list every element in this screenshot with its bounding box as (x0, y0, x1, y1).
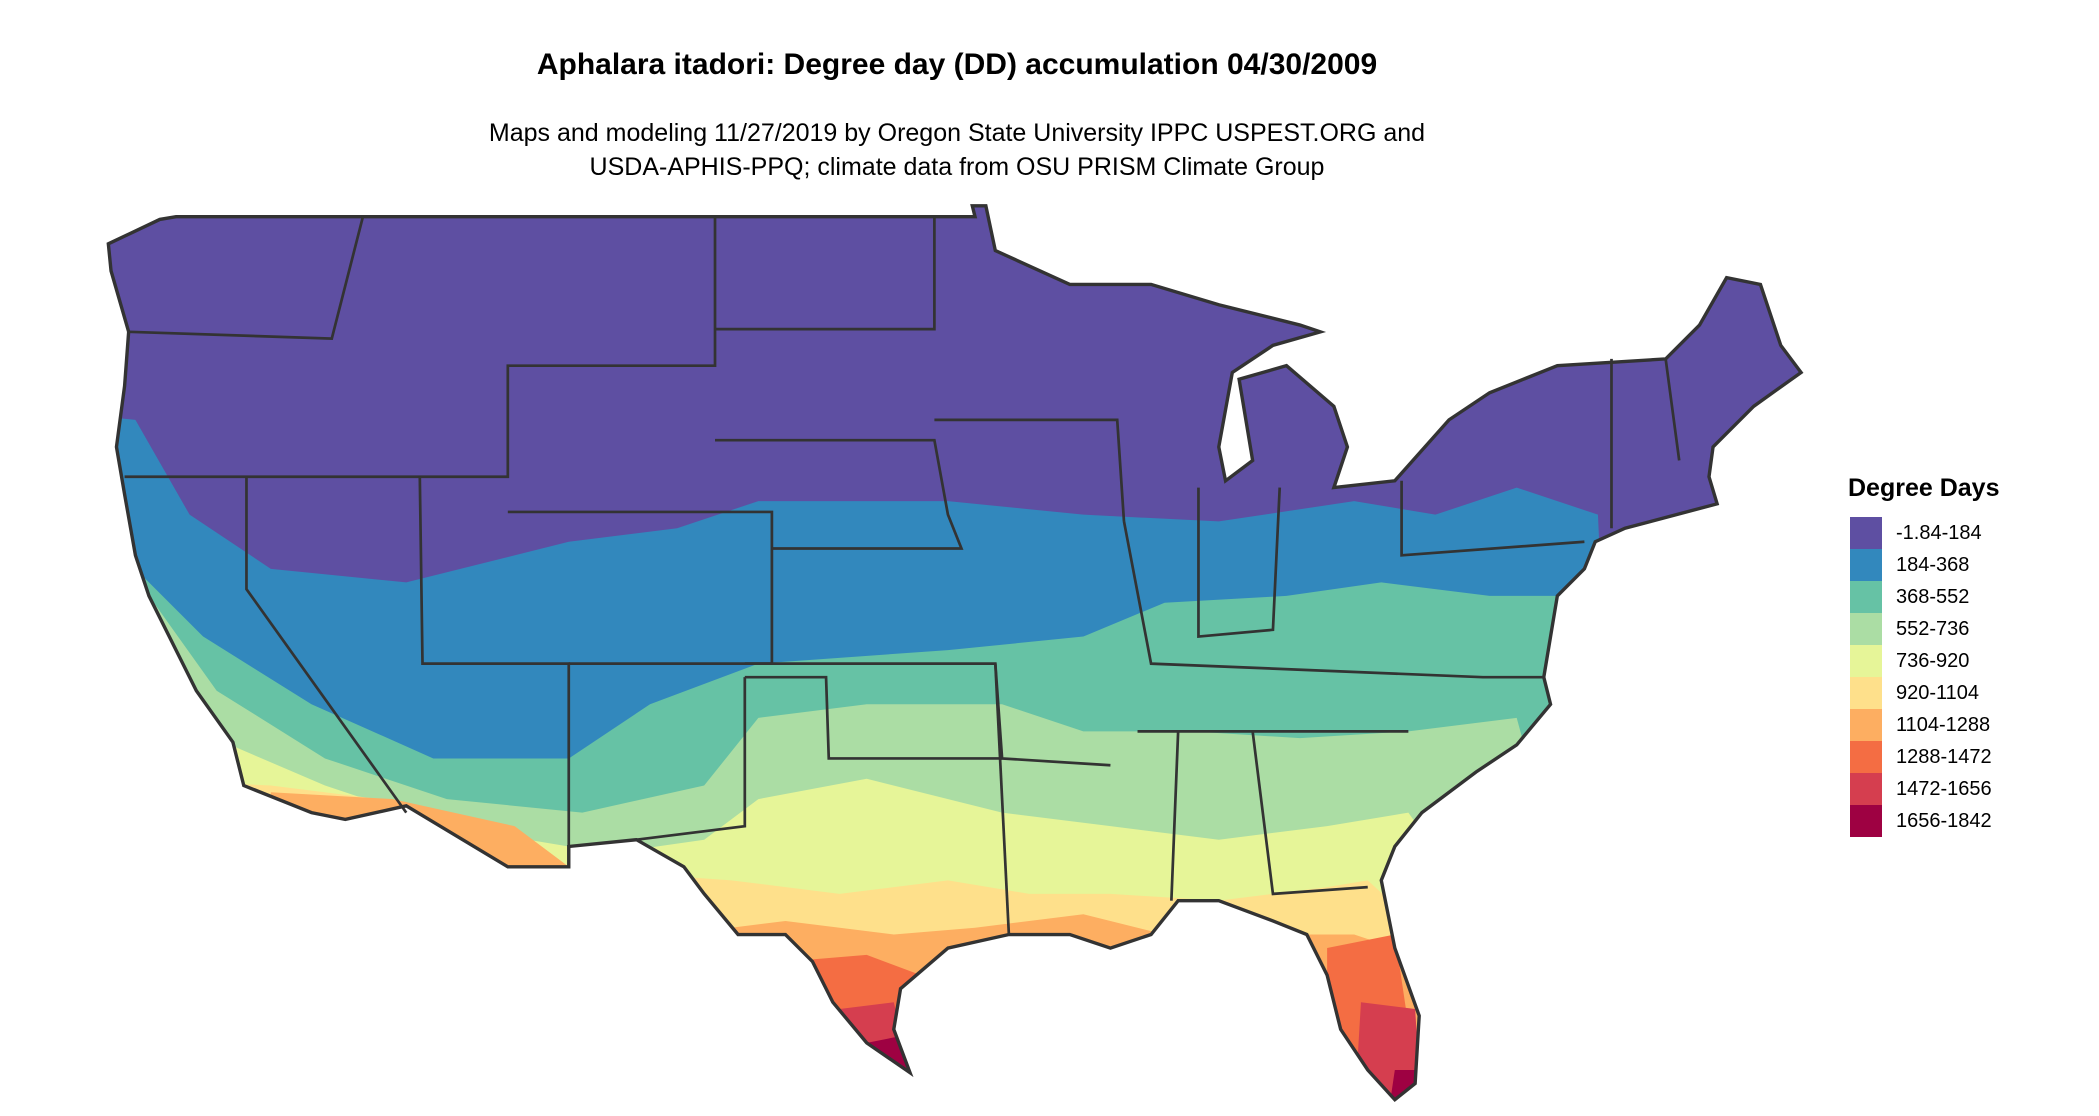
legend-label: 1288-1472 (1896, 745, 1992, 768)
legend-label: 736-920 (1896, 649, 1970, 672)
legend-swatch (1850, 773, 1882, 805)
legend-item: 184-368 (1850, 549, 1999, 581)
legend-item: 1472-1656 (1850, 773, 1999, 805)
legend-swatch (1850, 677, 1882, 709)
legend-item: 1288-1472 (1850, 741, 1999, 773)
legend-item: 736-920 (1850, 645, 1999, 677)
legend-swatch (1850, 517, 1882, 549)
legend-label: 368-552 (1896, 585, 1970, 608)
legend-swatch (1850, 741, 1882, 773)
legend-label: 1104-1288 (1896, 713, 1991, 736)
band-8 (839, 1002, 1422, 1100)
legend-title: Degree Days (1848, 474, 2000, 502)
legend-item: 552-736 (1850, 613, 1999, 645)
state-borders (124, 216, 1681, 935)
legend-swatch (1850, 613, 1882, 645)
legend-label: 1472-1656 (1896, 777, 1992, 800)
legend-item: 368-552 (1850, 581, 1999, 613)
map-subtitle-line1: Maps and modeling 11/27/2019 by Oregon S… (488, 119, 1426, 147)
legend-item: 1656-1842 (1850, 805, 1999, 837)
band-6b (677, 914, 1626, 1100)
legend-label: 1656-1842 (1896, 809, 1992, 832)
legend-item: 920-1104 (1850, 677, 1999, 709)
legend-label: 920-1104 (1896, 681, 1980, 704)
band-9 (866, 1036, 1422, 1100)
legend-label: 184-368 (1896, 553, 1970, 576)
legend-swatch (1850, 805, 1882, 837)
map-title: Aphalara itadori: Degree day (DD) accumu… (536, 48, 1378, 81)
legend-swatch (1850, 581, 1882, 613)
legend-swatch (1850, 645, 1882, 677)
legend-swatch (1850, 549, 1882, 581)
legend-label: -1.84-184 (1896, 521, 1982, 544)
legend-item: -1.84-184 (1850, 517, 1999, 549)
map-subtitle-line2: USDA-APHIS-PPQ; climate data from OSU PR… (589, 153, 1325, 181)
legend-label: 552-736 (1896, 617, 1970, 640)
legend-item: 1104-1288 (1850, 709, 1999, 741)
legend: Degree Days -1.84-184 184-368 368-552 552-7… (1848, 474, 2000, 837)
legend-swatch (1850, 709, 1882, 741)
